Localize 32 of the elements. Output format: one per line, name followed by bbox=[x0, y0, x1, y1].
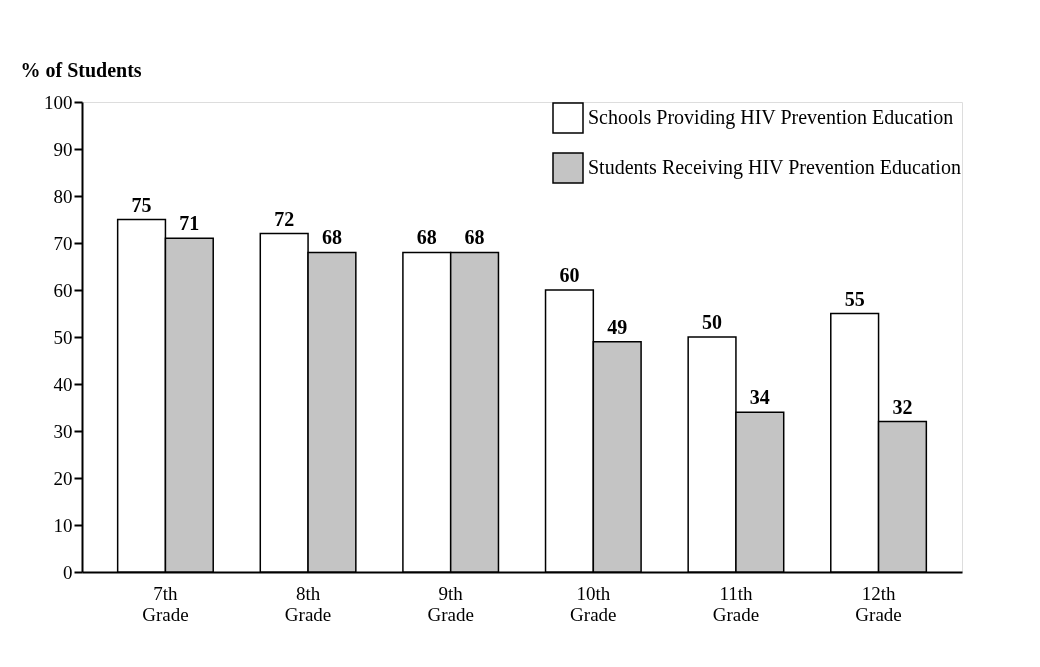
y-tick-label: 0 bbox=[63, 561, 73, 583]
data-label: 68 bbox=[464, 226, 485, 249]
y-tick-label: 50 bbox=[53, 326, 73, 348]
y-tick-label: 40 bbox=[53, 373, 73, 395]
legend-label: Students Receiving HIV Prevention Education bbox=[588, 156, 961, 179]
data-label: 49 bbox=[607, 315, 628, 338]
legend-label: Schools Providing HIV Prevention Education bbox=[588, 106, 954, 129]
x-tick-label: 12th Grade bbox=[855, 582, 902, 625]
data-label: 71 bbox=[179, 212, 200, 235]
data-label: 72 bbox=[274, 207, 295, 230]
y-tick-label: 60 bbox=[53, 279, 73, 301]
y-tick-label: 10 bbox=[53, 514, 73, 536]
x-tick-label: 7th Grade bbox=[142, 582, 189, 625]
x-tick-label: 10th Grade bbox=[570, 582, 617, 625]
data-label: 50 bbox=[702, 311, 723, 333]
x-tick-label: 9th Grade bbox=[427, 582, 474, 625]
y-tick-label: 90 bbox=[53, 138, 73, 160]
data-label: 34 bbox=[749, 386, 770, 409]
data-label: 55 bbox=[844, 287, 865, 310]
y-axis-title: % of Students bbox=[20, 58, 142, 81]
y-tick-label: 20 bbox=[53, 467, 73, 489]
data-label: 68 bbox=[321, 226, 342, 249]
data-label: 75 bbox=[131, 193, 152, 216]
x-tick-label: 8th Grade bbox=[284, 582, 332, 625]
x-tick-label: 11th Grade bbox=[712, 582, 760, 625]
data-label: 68 bbox=[416, 226, 437, 249]
data-label: 32 bbox=[892, 395, 913, 418]
y-tick-label: 70 bbox=[53, 232, 73, 254]
data-label: 60 bbox=[559, 264, 580, 286]
y-tick-label: 100 bbox=[44, 91, 73, 113]
y-tick-label: 80 bbox=[53, 185, 73, 207]
y-tick-label: 30 bbox=[53, 420, 73, 442]
